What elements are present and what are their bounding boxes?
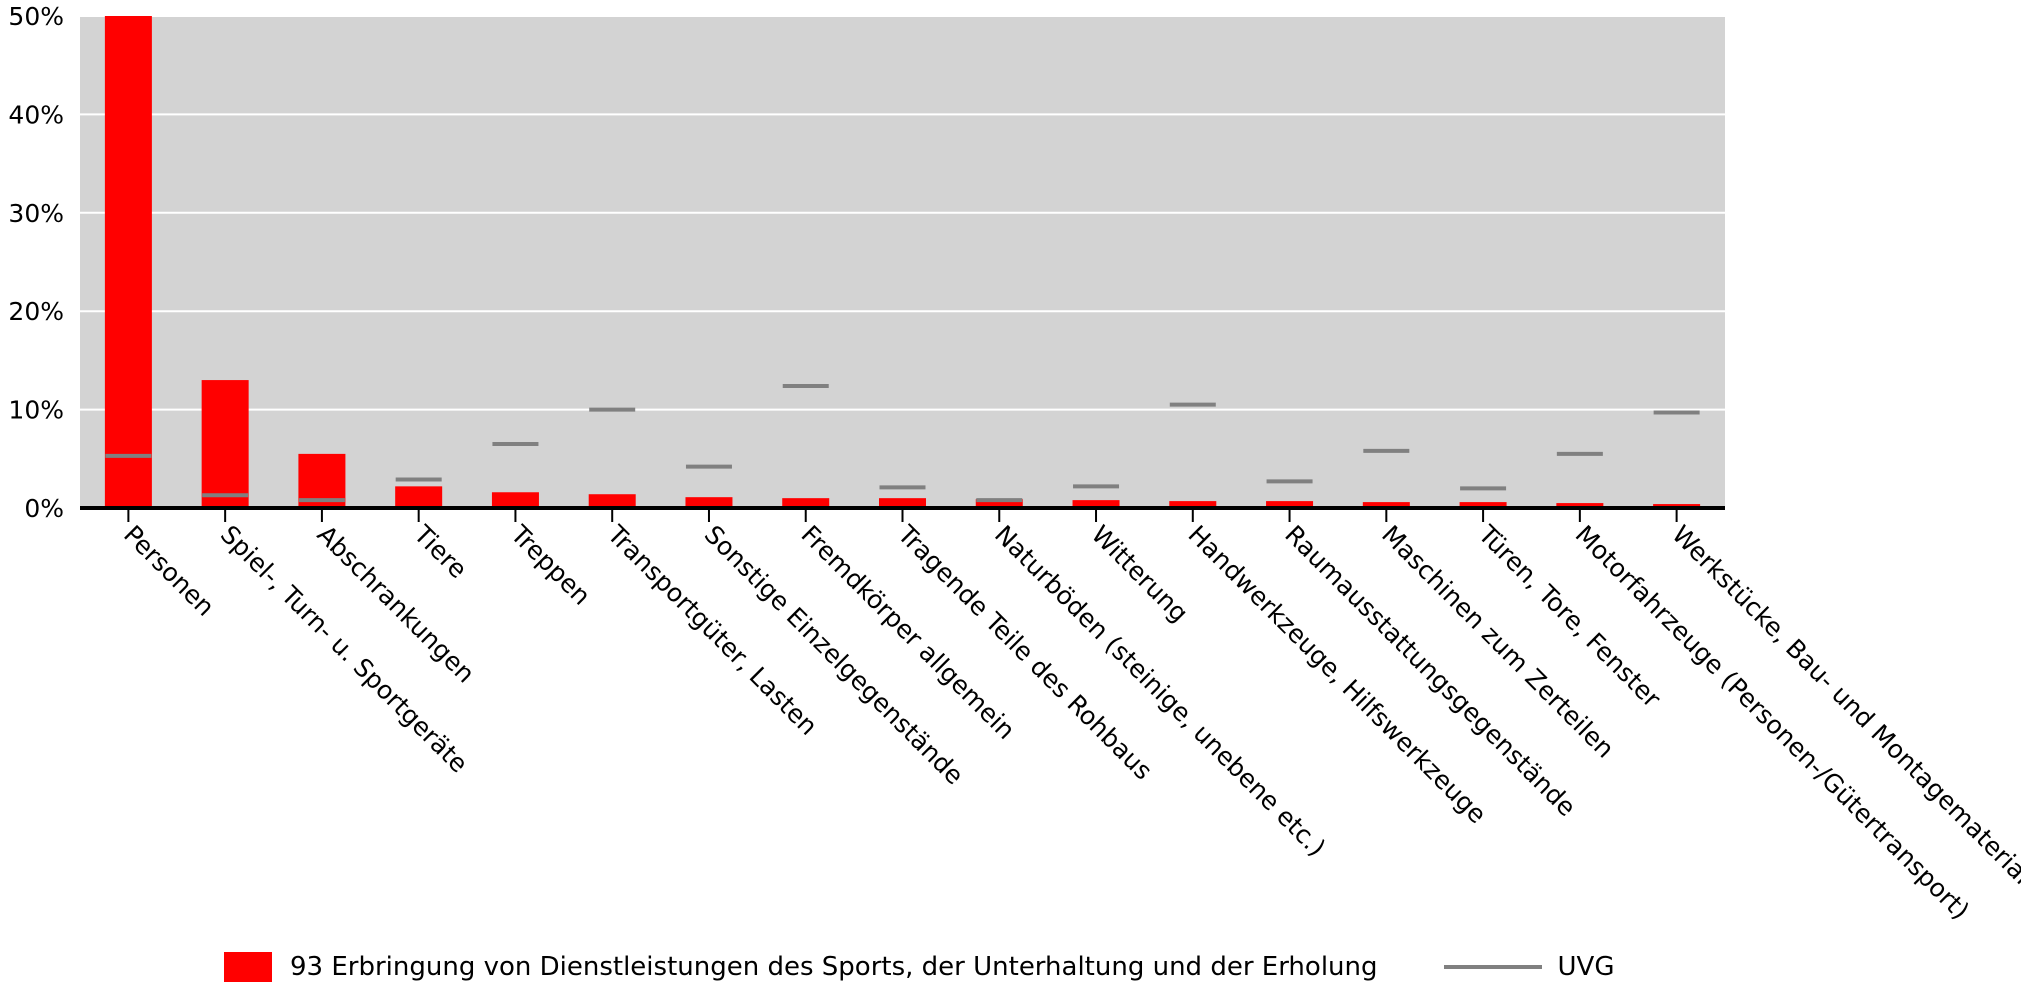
x-tick-label: Tiere: [408, 519, 473, 584]
bar: [588, 494, 636, 508]
bar: [104, 16, 152, 508]
legend-bar-swatch: [224, 952, 272, 982]
legend-uvg-line: [1443, 965, 1542, 969]
bar: [201, 380, 249, 508]
bar: [782, 498, 830, 508]
y-tick-label: 40%: [8, 100, 64, 129]
bar: [975, 499, 1023, 508]
y-tick-label: 50%: [8, 2, 64, 31]
plot-background: [80, 16, 1725, 508]
bar: [879, 498, 926, 508]
x-tick-label: Treppen: [504, 519, 596, 611]
legend-bar-label: 93 Erbringung von Dienstleistungen des S…: [290, 952, 1378, 982]
bar: [1362, 502, 1410, 508]
y-tick-label: 0%: [24, 494, 64, 523]
bar: [1266, 501, 1314, 508]
y-tick-label: 10%: [8, 396, 64, 425]
legend-uvg-label: UVG: [1557, 952, 1615, 982]
bar: [491, 492, 539, 508]
x-tick-label: Naturböden (steinige, unebene etc.): [989, 520, 1331, 862]
bar: [1072, 500, 1120, 508]
y-tick-label: 30%: [8, 199, 64, 228]
x-tick-label: Personen: [118, 520, 220, 622]
bar: [685, 497, 733, 508]
bar: [1459, 502, 1507, 508]
legend: 93 Erbringung von Dienstleistungen des S…: [224, 952, 1614, 982]
bar: [1556, 503, 1604, 508]
x-tick-label: Werkstücke, Bau- und Montagematerialien: [1666, 520, 2021, 917]
y-tick-label: 20%: [8, 297, 64, 326]
x-tick-label: Türen, Tore, Fenster: [1472, 519, 1667, 714]
bar: [395, 486, 443, 508]
bar: [1169, 501, 1217, 508]
x-tick-label: Motorfahrzeuge (Personen-/Gütertransport…: [1570, 520, 1975, 925]
